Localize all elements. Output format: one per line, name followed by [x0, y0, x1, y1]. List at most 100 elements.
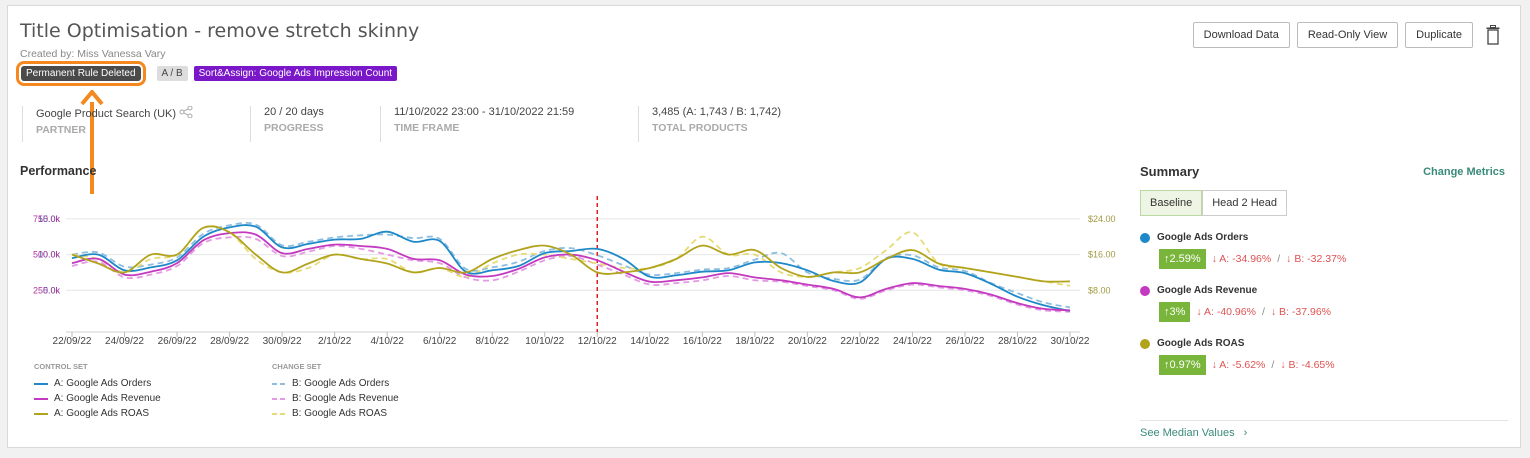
x-tick-label: 16/10/22 [683, 336, 722, 347]
read-only-view-button[interactable]: Read-Only View [1296, 22, 1399, 48]
y-right-tick-label: $16.00 [1088, 250, 1116, 260]
x-tick-label: 20/10/22 [788, 336, 827, 347]
x-tick-label: 30/10/22 [1051, 336, 1090, 347]
x-tick-label: 8/10/22 [476, 336, 510, 347]
legend-swatch [272, 412, 286, 415]
series-line-a-google-ads-orders [71, 224, 1071, 312]
download-data-button[interactable]: Download Data [1192, 22, 1290, 48]
b-change: ↓ B: -32.37% [1286, 253, 1347, 265]
legend-swatch [34, 382, 48, 385]
sort-assign-badge: Sort&Assign: Google Ads Impression Count [193, 66, 398, 81]
uplift-badge: ↑3% [1159, 302, 1191, 322]
action-bar: Download Data Read-Only View Duplicate [1192, 22, 1502, 48]
x-tick-label: 24/09/22 [105, 336, 144, 347]
revenue-dot [1140, 285, 1150, 296]
permanent-rule-deleted-badge: Permanent Rule Deleted [16, 61, 146, 86]
y-left-orders-tick-label: 5.0k [43, 285, 61, 295]
tag-row: Permanent Rule Deleted A / B Sort&Assign… [16, 61, 398, 86]
x-tick-label: 22/09/22 [53, 336, 92, 347]
a-change: ↓ A: -5.62% [1211, 359, 1266, 371]
legend-swatch [34, 397, 48, 400]
x-tick-label: 22/10/22 [840, 336, 879, 347]
summary-panel: Summary Change Metrics Baseline Head 2 H… [1140, 164, 1508, 439]
orders-dot [1140, 232, 1150, 243]
metric-roas: Google Ads ROAS ↑0.97% ↓ A: -5.62% / ↓ B… [1140, 338, 1505, 375]
x-tick-label: 28/10/22 [998, 336, 1037, 347]
performance-title: Performance [20, 164, 97, 178]
b-change: ↓ B: -37.96% [1270, 306, 1331, 318]
legend-control: CONTROL SET A: Google Ads Orders A: Goog… [34, 362, 161, 421]
y-left-revenue-tick-label: 250.0k [33, 285, 61, 295]
performance-chart: $24.00 $16.00 $8.00 15.0k 10.0k 5.0k 750.0k 500… [33, 196, 1116, 347]
legend-control-heading: CONTROL SET [34, 362, 88, 371]
x-tick-label: 12/10/22 [578, 336, 617, 347]
legend-swatch [272, 382, 286, 385]
products-label: TOTAL PRODUCTS [652, 122, 748, 134]
legend-swatch [34, 412, 48, 415]
products-cell: 3,485 (A: 1,743 / B: 1,742) TOTAL PRODUC… [638, 106, 858, 142]
series-line-a-google-ads-revenue [71, 231, 1071, 312]
timeframe-cell: 11/10/2022 23:00 - 31/10/2022 21:59 TIME… [380, 106, 638, 142]
created-by: Created by: Miss Vanessa Vary [20, 48, 166, 60]
x-tick-label: 28/09/22 [210, 336, 249, 347]
timeframe-label: TIME FRAME [394, 122, 460, 134]
x-tick-label: 6/10/22 [423, 336, 457, 347]
see-median-values-link[interactable]: See Median Values › [1140, 427, 1248, 439]
x-tick-label: 30/09/22 [263, 336, 302, 347]
tab-baseline[interactable]: Baseline [1140, 190, 1203, 216]
x-tick-label: 14/10/22 [630, 336, 669, 347]
trash-icon[interactable] [1484, 22, 1502, 48]
ab-badge: A / B [156, 66, 188, 81]
progress-label: PROGRESS [264, 122, 324, 134]
test-card: Title Optimisation - remove stretch skin… [7, 5, 1521, 448]
metric-orders: Google Ads Orders ↑2.59% ↓ A: -34.96% / … [1140, 232, 1505, 269]
legend-item[interactable]: A: Google Ads Revenue [34, 391, 161, 406]
y-left-revenue-tick-label: 500.0k [33, 250, 61, 260]
b-change: ↓ B: -4.65% [1280, 359, 1335, 371]
chevron-right-icon: › [1243, 427, 1248, 439]
products-value: 3,485 (A: 1,743 / B: 1,742) [652, 106, 782, 118]
orange-arrow-annotation [80, 90, 104, 194]
legend-item[interactable]: A: Google Ads ROAS [34, 406, 161, 421]
x-tick-label: 26/10/22 [945, 336, 984, 347]
page-title: Title Optimisation - remove stretch skin… [20, 20, 420, 42]
x-tick-label: 2/10/22 [318, 336, 352, 347]
summary-tabs: Baseline Head 2 Head [1140, 190, 1505, 216]
x-tick-label: 26/09/22 [158, 336, 197, 347]
a-change: ↓ A: -40.96% [1196, 306, 1256, 318]
duplicate-button[interactable]: Duplicate [1405, 22, 1473, 48]
progress-cell: 20 / 20 days PROGRESS [250, 106, 380, 142]
metric-revenue: Google Ads Revenue ↑3% ↓ A: -40.96% / ↓ … [1140, 285, 1505, 322]
legend-item[interactable]: A: Google Ads Orders [34, 376, 161, 391]
summary-title: Summary [1140, 164, 1200, 179]
uplift-badge: ↑0.97% [1159, 355, 1206, 375]
y-left-orders-tick-label: 10.0k [38, 250, 61, 260]
tab-head-2-head[interactable]: Head 2 Head [1202, 190, 1288, 216]
x-tick-label: 18/10/22 [735, 336, 774, 347]
y-left-orders-tick-label: 15.0k [38, 214, 61, 224]
legend-item[interactable]: B: Google Ads Orders [272, 376, 399, 391]
legend-change: CHANGE SET B: Google Ads Orders B: Googl… [272, 362, 399, 421]
x-tick-label: 10/10/22 [525, 336, 564, 347]
change-metrics-link[interactable]: Change Metrics [1423, 165, 1505, 178]
share-icon[interactable] [179, 105, 193, 119]
uplift-badge: ↑2.59% [1159, 249, 1206, 269]
series-line-b-google-ads-orders [71, 222, 1071, 309]
progress-value: 20 / 20 days [264, 106, 324, 118]
timeframe-value: 11/10/2022 23:00 - 31/10/2022 21:59 [394, 106, 575, 118]
partner-value: Google Product Search (UK) [36, 108, 177, 120]
info-strip: Google Product Search (UK) PARTNER 20 / … [22, 105, 858, 142]
series-line-a-google-ads-roas [71, 225, 1071, 283]
partner-label: PARTNER [36, 124, 86, 136]
series-line-b-google-ads-roas [71, 225, 1071, 287]
legend-swatch [272, 397, 286, 400]
partner-cell: Google Product Search (UK) PARTNER [22, 105, 250, 142]
y-right-tick-label: $24.00 [1088, 214, 1116, 224]
legend-item[interactable]: B: Google Ads ROAS [272, 406, 399, 421]
roas-dot [1140, 338, 1150, 349]
x-tick-label: 24/10/22 [893, 336, 932, 347]
y-right-tick-label: $8.00 [1088, 285, 1111, 295]
legend-change-heading: CHANGE SET [272, 362, 322, 371]
y-left-revenue-tick-label: 750.0k [33, 214, 61, 224]
legend-item[interactable]: B: Google Ads Revenue [272, 391, 399, 406]
